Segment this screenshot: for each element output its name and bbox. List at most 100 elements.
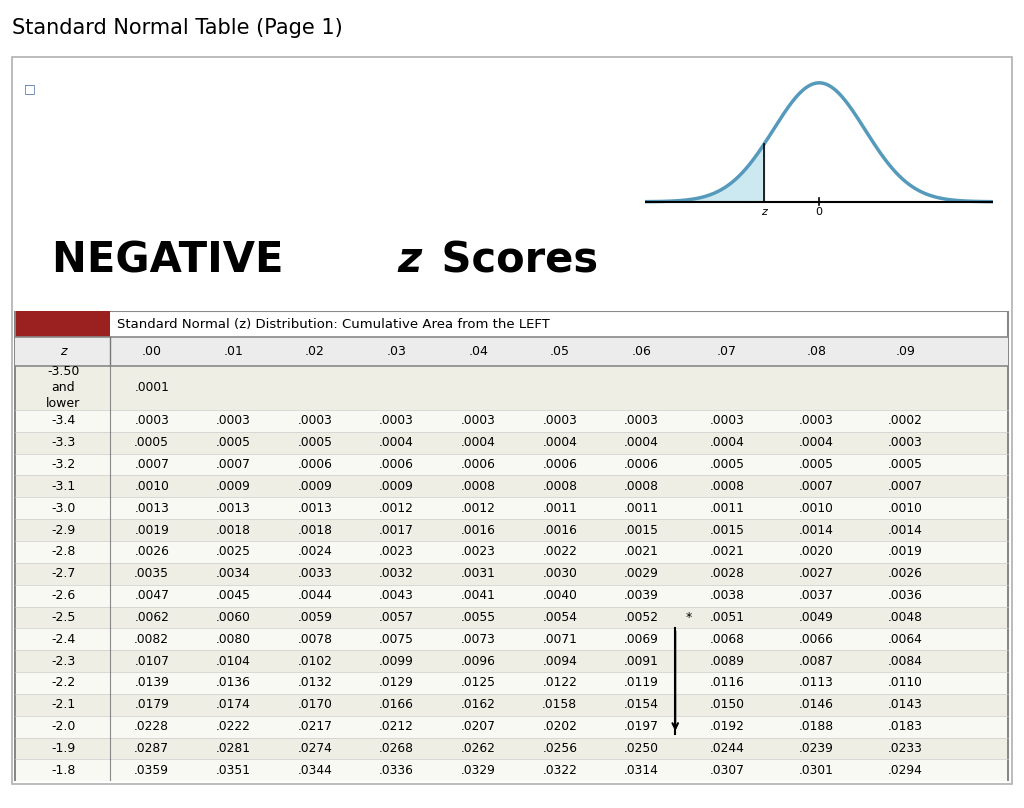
Text: .09: .09	[895, 345, 915, 358]
Text: .0154: .0154	[624, 698, 658, 711]
Text: .0054: .0054	[543, 611, 578, 624]
Text: .0150: .0150	[710, 698, 744, 711]
Text: .0015: .0015	[624, 524, 658, 537]
Text: .0143: .0143	[888, 698, 923, 711]
Text: .0041: .0041	[461, 589, 496, 602]
Text: .0028: .0028	[710, 567, 744, 580]
Bar	[16, 563, 1007, 585]
Text: .0062: .0062	[134, 611, 169, 624]
Text: .0129: .0129	[379, 676, 414, 689]
Text: .0043: .0043	[379, 589, 414, 602]
Bar	[16, 366, 1007, 410]
Text: .00: .00	[141, 345, 162, 358]
Text: .0040: .0040	[543, 589, 578, 602]
Text: .0003: .0003	[799, 415, 834, 427]
Text: .0188: .0188	[799, 720, 835, 733]
Text: .0007: .0007	[888, 480, 923, 493]
Text: .0036: .0036	[888, 589, 923, 602]
Text: .0011: .0011	[710, 502, 744, 515]
Bar	[16, 716, 1007, 738]
Text: .0014: .0014	[799, 524, 834, 537]
Text: .0020: .0020	[799, 545, 834, 558]
Text: z: z	[761, 207, 767, 217]
Text: .0018: .0018	[297, 524, 333, 537]
Text: .0107: .0107	[134, 654, 169, 667]
Text: -2.3: -2.3	[51, 654, 75, 667]
Text: .0162: .0162	[461, 698, 496, 711]
Text: □: □	[25, 82, 36, 95]
Text: .0183: .0183	[888, 720, 923, 733]
Text: .0007: .0007	[799, 480, 834, 493]
Text: .0222: .0222	[216, 720, 251, 733]
Text: .0031: .0031	[461, 567, 496, 580]
Text: -3.1: -3.1	[51, 480, 75, 493]
Text: .0003: .0003	[216, 415, 251, 427]
Text: .0021: .0021	[710, 545, 744, 558]
Text: .0139: .0139	[134, 676, 169, 689]
Text: -2.4: -2.4	[51, 633, 75, 646]
Text: .0287: .0287	[134, 742, 169, 755]
Bar	[16, 410, 1007, 431]
Text: .0262: .0262	[461, 742, 496, 755]
Text: .08: .08	[807, 345, 826, 358]
Text: .0033: .0033	[298, 567, 333, 580]
Text: -3.0: -3.0	[51, 502, 76, 515]
Text: .0125: .0125	[461, 676, 496, 689]
Text: .0066: .0066	[799, 633, 834, 646]
Text: .0057: .0057	[379, 611, 414, 624]
Text: .0094: .0094	[543, 654, 578, 667]
Text: .0116: .0116	[710, 676, 744, 689]
Text: .0006: .0006	[379, 458, 414, 471]
Bar	[16, 694, 1007, 716]
Text: .0068: .0068	[710, 633, 744, 646]
Text: .0035: .0035	[134, 567, 169, 580]
Text: .0329: .0329	[461, 764, 496, 777]
Text: .01: .01	[223, 345, 244, 358]
Text: .0202: .0202	[543, 720, 578, 733]
Text: .0006: .0006	[461, 458, 496, 471]
Text: .04: .04	[468, 345, 488, 358]
Text: .0351: .0351	[216, 764, 251, 777]
Text: .0059: .0059	[297, 611, 333, 624]
Text: .0013: .0013	[134, 502, 169, 515]
Text: -2.6: -2.6	[51, 589, 75, 602]
Text: NEGATIVE: NEGATIVE	[52, 239, 298, 281]
Text: .0017: .0017	[379, 524, 414, 537]
Text: .0005: .0005	[134, 436, 169, 449]
Text: .0005: .0005	[216, 436, 251, 449]
Text: .0030: .0030	[543, 567, 578, 580]
Text: .0012: .0012	[379, 502, 414, 515]
Text: .0336: .0336	[379, 764, 414, 777]
Text: -2.1: -2.1	[51, 698, 75, 711]
Text: .0016: .0016	[461, 524, 496, 537]
Text: .05: .05	[550, 345, 569, 358]
Text: .0069: .0069	[624, 633, 658, 646]
Text: .0005: .0005	[710, 458, 744, 471]
Bar	[16, 629, 1007, 650]
Text: .0006: .0006	[624, 458, 658, 471]
Text: .0029: .0029	[624, 567, 658, 580]
Text: .0026: .0026	[134, 545, 169, 558]
Bar	[15, 337, 1008, 366]
Text: -1.8: -1.8	[51, 764, 76, 777]
Text: .0012: .0012	[461, 502, 496, 515]
Text: .0005: .0005	[888, 458, 923, 471]
Text: .0003: .0003	[624, 415, 658, 427]
Text: .0233: .0233	[888, 742, 923, 755]
Bar	[16, 497, 1007, 519]
Bar	[16, 541, 1007, 563]
Text: .0091: .0091	[624, 654, 658, 667]
Bar	[16, 760, 1007, 781]
Text: .0207: .0207	[461, 720, 496, 733]
Bar	[16, 607, 1007, 629]
Text: .0146: .0146	[799, 698, 834, 711]
Text: z: z	[59, 345, 67, 358]
Text: -3.50
and
lower: -3.50 and lower	[46, 365, 80, 410]
Text: -3.3: -3.3	[51, 436, 75, 449]
Text: .0119: .0119	[624, 676, 658, 689]
Text: .0096: .0096	[461, 654, 496, 667]
Text: .0099: .0099	[379, 654, 414, 667]
Text: .0082: .0082	[134, 633, 169, 646]
Text: .0005: .0005	[799, 458, 835, 471]
Text: .0045: .0045	[216, 589, 251, 602]
